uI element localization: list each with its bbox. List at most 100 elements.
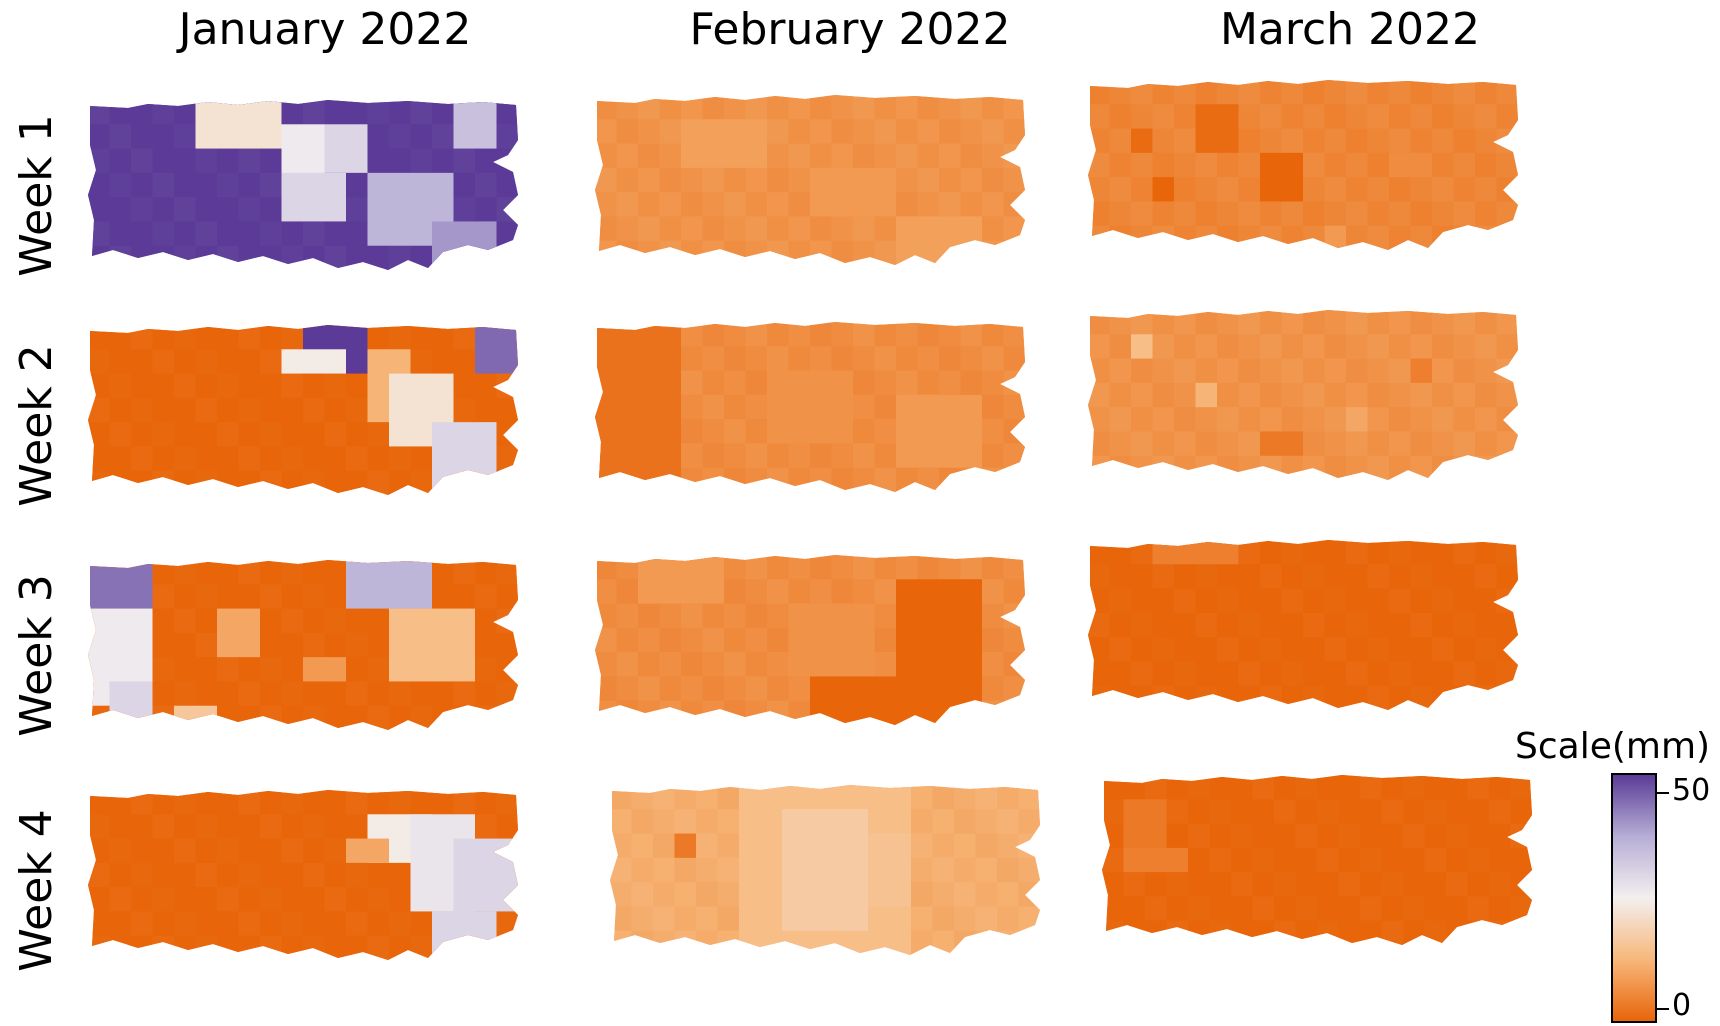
map-cell bbox=[1496, 455, 1518, 480]
map-cell bbox=[195, 632, 218, 658]
map-cell bbox=[853, 555, 875, 580]
map-patch bbox=[195, 100, 282, 149]
map-cell bbox=[1453, 612, 1476, 638]
map-cell bbox=[810, 119, 832, 145]
map-cell bbox=[1260, 310, 1282, 335]
map-cell bbox=[1432, 637, 1454, 662]
map-cell bbox=[595, 95, 617, 120]
map-cell bbox=[745, 627, 768, 653]
map-cell bbox=[1131, 455, 1153, 480]
map-cell bbox=[1317, 847, 1339, 873]
map-cell bbox=[1424, 847, 1447, 873]
map-cell bbox=[260, 681, 282, 707]
map-cell bbox=[1367, 358, 1390, 384]
map-cell bbox=[997, 906, 1019, 932]
map-cell bbox=[88, 325, 110, 350]
map-cell bbox=[1274, 896, 1296, 922]
map-cell bbox=[1195, 358, 1218, 384]
map-cell bbox=[1324, 358, 1347, 384]
choropleth-jan-w1 bbox=[88, 100, 518, 270]
map-cell bbox=[874, 143, 897, 169]
map-cell bbox=[1003, 119, 1025, 145]
map-cell bbox=[659, 652, 682, 677]
map-cell bbox=[152, 632, 175, 658]
map-cell bbox=[195, 470, 218, 495]
map-cell bbox=[1424, 799, 1447, 825]
legend-max-label: 50 bbox=[1672, 773, 1711, 808]
map-cell bbox=[874, 394, 897, 420]
map-cell bbox=[997, 785, 1019, 810]
map-cell bbox=[1303, 431, 1325, 457]
map-cell bbox=[131, 911, 153, 937]
map-cell bbox=[595, 167, 617, 193]
map-cell bbox=[1252, 775, 1275, 800]
map-cell bbox=[174, 862, 196, 888]
map-cell bbox=[195, 935, 218, 960]
map-cell bbox=[1367, 431, 1390, 457]
map-cell bbox=[1496, 128, 1518, 154]
map-cell bbox=[702, 192, 725, 217]
map-cell bbox=[217, 790, 239, 815]
map-cell bbox=[874, 627, 897, 653]
map-cell bbox=[475, 560, 497, 585]
map-cell bbox=[238, 584, 261, 610]
map-cell bbox=[1260, 685, 1282, 710]
row-label-week-2-text: Week 2 bbox=[10, 343, 62, 507]
map-cell bbox=[1303, 104, 1325, 130]
map-cell bbox=[1295, 896, 1318, 922]
map-patch bbox=[432, 422, 497, 495]
map-cell bbox=[1303, 128, 1325, 154]
map-cell bbox=[1195, 588, 1218, 614]
map-patch bbox=[1152, 177, 1174, 202]
map-cell bbox=[1145, 920, 1167, 945]
map-cell bbox=[810, 216, 832, 242]
map-cell bbox=[303, 422, 325, 447]
map-cell bbox=[1303, 201, 1325, 227]
map-cell bbox=[1188, 847, 1210, 873]
map-cell bbox=[874, 652, 897, 677]
legend-tick-max bbox=[1657, 792, 1669, 794]
map-cell bbox=[303, 681, 325, 707]
map-cell bbox=[195, 446, 218, 472]
map-cell bbox=[109, 911, 132, 937]
map-cell bbox=[610, 930, 632, 955]
map-cell bbox=[1188, 872, 1210, 897]
map-cell bbox=[88, 446, 110, 472]
map-cell bbox=[616, 95, 639, 120]
map-cell bbox=[238, 373, 261, 399]
map-cell bbox=[1217, 564, 1239, 590]
map-cell bbox=[109, 349, 132, 375]
map-cell bbox=[975, 930, 998, 955]
map-cell bbox=[367, 681, 390, 707]
map-cell bbox=[303, 560, 325, 585]
map-cell bbox=[1281, 455, 1304, 480]
map-cell bbox=[174, 608, 196, 634]
map-cell bbox=[982, 119, 1004, 145]
map-cell bbox=[1367, 104, 1390, 130]
map-cell bbox=[1109, 588, 1132, 614]
map-cell bbox=[1496, 104, 1518, 130]
map-cell bbox=[917, 346, 940, 372]
map-cell bbox=[496, 935, 518, 960]
map-cell bbox=[1231, 847, 1253, 873]
map-cell bbox=[367, 705, 390, 730]
map-cell bbox=[195, 349, 218, 375]
map-cell bbox=[1324, 310, 1347, 335]
map-cell bbox=[1510, 920, 1532, 945]
map-cell bbox=[1496, 80, 1518, 105]
map-cell bbox=[260, 838, 282, 864]
map-cell bbox=[681, 419, 703, 444]
map-cell bbox=[631, 809, 654, 835]
map-cell bbox=[346, 935, 368, 960]
map-cell bbox=[1281, 564, 1304, 590]
map-cell bbox=[475, 172, 497, 198]
map-cell bbox=[410, 911, 433, 937]
map-cell bbox=[960, 467, 983, 492]
map-cell bbox=[195, 862, 218, 888]
map-cell bbox=[767, 119, 789, 145]
map-cell bbox=[1410, 685, 1433, 710]
map-cell bbox=[1238, 104, 1261, 130]
map-cell bbox=[217, 422, 239, 447]
map-cell bbox=[1018, 930, 1040, 955]
map-cell bbox=[367, 100, 390, 125]
